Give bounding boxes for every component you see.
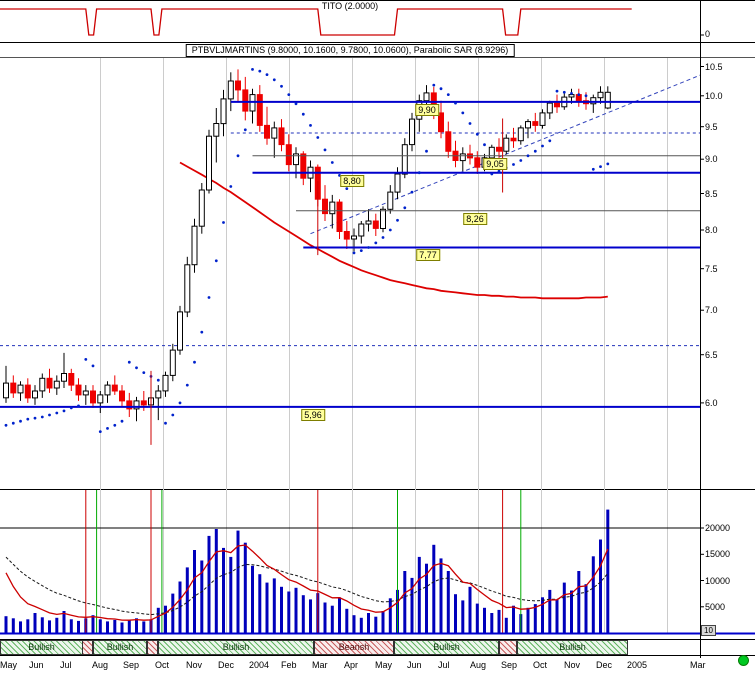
panel-separator bbox=[0, 489, 755, 490]
volume-ma-slow-line bbox=[5, 556, 609, 616]
month-label: Apr bbox=[344, 660, 359, 670]
month-label: Nov bbox=[186, 660, 203, 670]
volume-chart-canvas[interactable] bbox=[0, 490, 755, 639]
month-label: Feb bbox=[281, 660, 297, 670]
status-indicator-dot bbox=[738, 655, 749, 666]
price-tick-label: 8.5 bbox=[705, 189, 718, 199]
price-tick-label: 10.0 bbox=[705, 91, 723, 101]
ribbon-segment-bearish bbox=[82, 640, 93, 655]
month-label: 2004 bbox=[249, 660, 270, 670]
price-level-label: 9,90 bbox=[415, 104, 439, 116]
panel-separator bbox=[0, 42, 755, 43]
month-label: Oct bbox=[533, 660, 548, 670]
ribbon-segment-bullish: Bullish bbox=[158, 640, 314, 655]
month-label: Dec bbox=[596, 660, 613, 670]
volume-tick-label: 10000 bbox=[705, 576, 731, 586]
price-tick-label: 6.5 bbox=[705, 350, 718, 360]
price-tick-label: 9.5 bbox=[705, 122, 718, 132]
volume-tick-label: 20000 bbox=[705, 523, 731, 533]
ribbon-segment-label: Bullish bbox=[222, 642, 250, 652]
month-label: May bbox=[0, 660, 18, 670]
tito-chart-canvas[interactable] bbox=[0, 0, 755, 42]
ribbon-segment-bullish: Bullish bbox=[0, 640, 83, 655]
month-label: Oct bbox=[155, 660, 170, 670]
ribbon-segment-label: Bullish bbox=[433, 642, 460, 652]
price-tick-label: 8.0 bbox=[705, 225, 718, 235]
horizontal-levels bbox=[0, 100, 700, 408]
right-axis-line bbox=[700, 0, 701, 658]
ribbon-segment-bullish: Bullish bbox=[93, 640, 147, 655]
parabolic-sar-dots bbox=[4, 68, 610, 433]
signal-marks bbox=[150, 118, 504, 445]
ribbon-segment-bearish bbox=[499, 640, 517, 655]
panel-separator bbox=[0, 0, 755, 1]
volume-tick-label: 5000 bbox=[705, 602, 726, 612]
volume-ma-fast-line bbox=[5, 544, 609, 621]
ribbon-segment-label: Bullish bbox=[559, 642, 586, 652]
month-label: Sep bbox=[123, 660, 140, 670]
price-tick-label: 10.5 bbox=[705, 62, 723, 72]
price-level-label: 8,26 bbox=[463, 213, 487, 225]
ribbon-segment-label: Bullish bbox=[106, 642, 134, 652]
scale-multiplier-box: 10 bbox=[701, 625, 716, 636]
month-label: Dec bbox=[218, 660, 235, 670]
ribbon-segment-bearish: Bearish bbox=[314, 640, 394, 655]
price-level-label: 9,05 bbox=[483, 158, 507, 170]
panel-separator bbox=[0, 57, 755, 58]
ribbon-segment-bearish bbox=[147, 640, 158, 655]
month-gridlines bbox=[100, 490, 668, 633]
tito-axis-label: 0 bbox=[705, 29, 711, 39]
month-label: Nov bbox=[564, 660, 581, 670]
month-label: Sep bbox=[501, 660, 518, 670]
tito-title: TITO (2.0000) bbox=[321, 1, 379, 11]
month-label: May bbox=[375, 660, 393, 670]
ribbon-segment-label: Bearish bbox=[338, 642, 370, 652]
price-tick-label: 7.0 bbox=[705, 305, 718, 315]
price-tick-label: 9.0 bbox=[705, 154, 718, 164]
long-ma-line bbox=[179, 161, 608, 300]
month-label: Aug bbox=[470, 660, 487, 670]
ribbon-segment-label: Bullish bbox=[28, 642, 55, 652]
month-label: Jul bbox=[438, 660, 450, 670]
price-chart-canvas[interactable] bbox=[0, 42, 755, 490]
month-label: 2005 bbox=[627, 660, 648, 670]
trend-ribbon: Bullish Bullish Bullish Bearish Bullish Bulli… bbox=[0, 639, 755, 656]
month-label: Mar bbox=[690, 660, 706, 670]
price-level-label: 8,80 bbox=[340, 175, 364, 187]
month-label: Jul bbox=[60, 660, 72, 670]
main-chart-title: PTBVLJMARTINS (9.8000, 10.1600, 9.7800, … bbox=[185, 44, 515, 57]
candlesticks[interactable] bbox=[3, 69, 611, 422]
ribbon-segment-bullish: Bullish bbox=[517, 640, 628, 655]
price-tick-label: 7.5 bbox=[705, 264, 718, 274]
ribbon-segment-bullish: Bullish bbox=[394, 640, 499, 655]
month-label: Aug bbox=[92, 660, 109, 670]
signal-lines bbox=[85, 490, 522, 633]
month-label: Jun bbox=[29, 660, 44, 670]
month-label: Jun bbox=[407, 660, 422, 670]
price-level-label: 7,77 bbox=[416, 249, 440, 261]
tito-wave-line bbox=[0, 8, 632, 36]
price-tick-label: 6.0 bbox=[705, 398, 718, 408]
dashed-levels bbox=[0, 132, 700, 347]
month-label: Mar bbox=[312, 660, 328, 670]
volume-tick-label: 15000 bbox=[705, 549, 731, 559]
month-gridlines bbox=[100, 58, 668, 490]
price-level-label: 5,96 bbox=[301, 409, 325, 421]
